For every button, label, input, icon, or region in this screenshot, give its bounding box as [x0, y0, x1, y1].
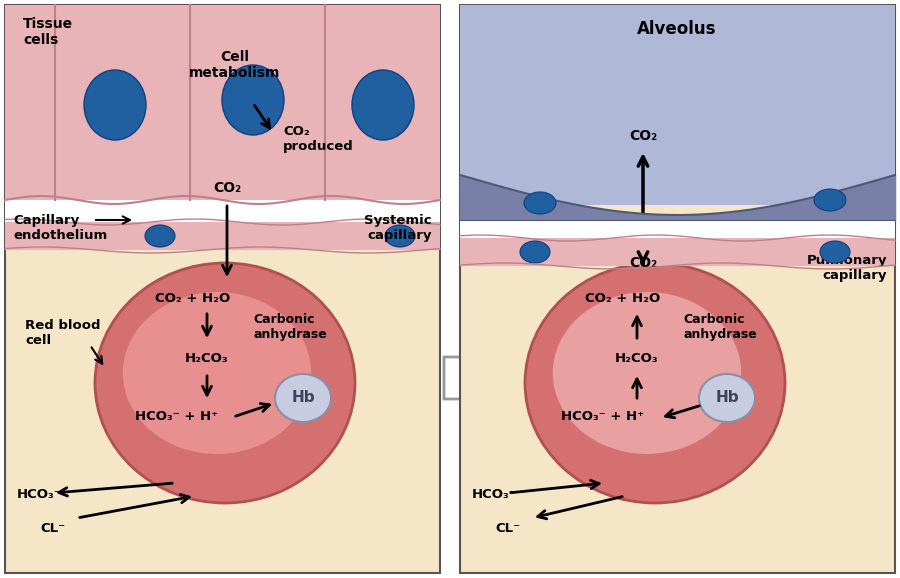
- Ellipse shape: [95, 263, 355, 503]
- Text: CO₂
produced: CO₂ produced: [283, 125, 354, 153]
- Text: Carbonic
anhydrase: Carbonic anhydrase: [683, 313, 757, 341]
- FancyBboxPatch shape: [5, 5, 440, 573]
- Text: HCO₃⁻: HCO₃⁻: [472, 488, 517, 502]
- FancyBboxPatch shape: [460, 238, 895, 266]
- Ellipse shape: [222, 65, 284, 135]
- Text: Alveolus: Alveolus: [637, 20, 716, 38]
- Text: H₂CO₃: H₂CO₃: [616, 353, 659, 365]
- Text: H₂CO₃: H₂CO₃: [185, 353, 229, 365]
- Text: Red blood
cell: Red blood cell: [25, 319, 101, 347]
- FancyBboxPatch shape: [5, 200, 440, 222]
- Ellipse shape: [524, 192, 556, 214]
- Ellipse shape: [820, 241, 850, 263]
- Text: Capillary
endothelium: Capillary endothelium: [13, 214, 107, 242]
- Ellipse shape: [145, 225, 175, 247]
- Text: Systemic
capillary: Systemic capillary: [364, 214, 432, 242]
- Ellipse shape: [699, 374, 755, 422]
- Text: CO₂: CO₂: [629, 256, 657, 270]
- Text: HCO₃⁻ + H⁺: HCO₃⁻ + H⁺: [562, 410, 644, 424]
- Text: CL⁻: CL⁻: [40, 521, 65, 535]
- Text: Carbonic
anhydrase: Carbonic anhydrase: [253, 313, 327, 341]
- Text: CO₂ + H₂O: CO₂ + H₂O: [585, 291, 661, 305]
- Text: Pulmonary
capillary: Pulmonary capillary: [806, 254, 887, 282]
- FancyBboxPatch shape: [5, 222, 440, 250]
- Text: CL⁻: CL⁻: [495, 521, 520, 535]
- Text: HCO₃⁻ + H⁺: HCO₃⁻ + H⁺: [135, 410, 219, 424]
- Text: CO₂: CO₂: [629, 129, 657, 143]
- FancyArrow shape: [444, 349, 501, 407]
- Text: CO₂: CO₂: [213, 181, 241, 195]
- FancyBboxPatch shape: [5, 5, 440, 200]
- Ellipse shape: [84, 70, 146, 140]
- Ellipse shape: [525, 263, 785, 503]
- Text: Hb: Hb: [716, 391, 739, 406]
- Ellipse shape: [122, 292, 311, 454]
- Ellipse shape: [520, 241, 550, 263]
- Text: HCO₃⁻: HCO₃⁻: [17, 488, 62, 502]
- FancyBboxPatch shape: [460, 5, 895, 205]
- FancyBboxPatch shape: [460, 5, 895, 573]
- Text: Hb: Hb: [292, 391, 315, 406]
- Text: Tissue
cells: Tissue cells: [23, 17, 73, 47]
- Text: CO₂ + H₂O: CO₂ + H₂O: [156, 291, 230, 305]
- Ellipse shape: [275, 374, 331, 422]
- Ellipse shape: [352, 70, 414, 140]
- Ellipse shape: [814, 189, 846, 211]
- Ellipse shape: [385, 225, 415, 247]
- Text: Cell
metabolism: Cell metabolism: [189, 50, 281, 80]
- Ellipse shape: [553, 292, 742, 454]
- FancyBboxPatch shape: [460, 220, 895, 238]
